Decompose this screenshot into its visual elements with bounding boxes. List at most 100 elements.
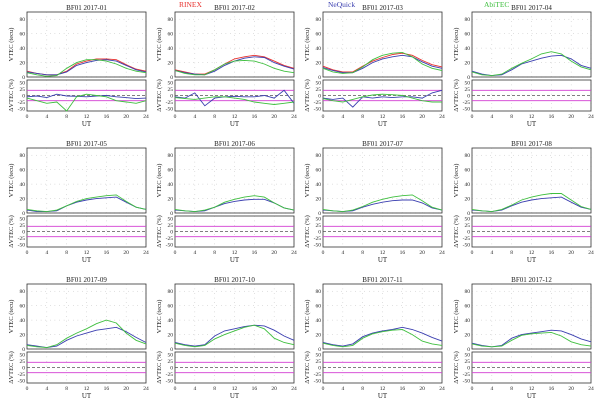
xtick-label: 16 (252, 250, 258, 256)
ytick-label: 40 (465, 318, 471, 324)
ytick-label: 0 (22, 347, 25, 353)
ytick-label: 50 (316, 353, 322, 359)
ytick-label: 60 (20, 304, 26, 310)
xtick-label: 16 (549, 114, 555, 120)
xtick-label: 0 (174, 114, 177, 120)
y-axis-label-top: VTEC (tecu) (453, 28, 460, 62)
ytick-label: 20 (316, 197, 322, 203)
xtick-label: 12 (84, 386, 90, 392)
y-axis-label-top: VTEC (tecu) (453, 164, 460, 198)
top-frame (26, 283, 147, 350)
y-axis-label-bottom: ΔVTEC (%) (304, 215, 311, 248)
ytick-label: -25 (314, 372, 322, 378)
ytick-label: 25 (465, 87, 471, 93)
legend-nequick: NeQuick (328, 0, 356, 9)
ytick-label: 20 (20, 197, 26, 203)
xtick-label: 8 (361, 250, 364, 256)
ytick-label: 40 (316, 182, 322, 188)
ytick-label: 50 (316, 217, 322, 223)
ytick-label: 0 (170, 75, 173, 81)
ytick-label: 0 (318, 75, 321, 81)
xtick-label: 16 (252, 114, 258, 120)
ytick-label: 0 (318, 347, 321, 353)
ytick-label: 80 (20, 17, 26, 23)
ytick-label: 0 (467, 94, 470, 100)
ytick-label: -50 (18, 378, 26, 384)
xtick-label: 0 (322, 114, 325, 120)
y-axis-label-top: VTEC (tecu) (156, 164, 163, 198)
ytick-label: 80 (168, 153, 174, 159)
x-axis-label: UT (378, 392, 388, 400)
x-axis-label: UT (527, 392, 537, 400)
xtick-label: 16 (549, 386, 555, 392)
top-frame (322, 283, 443, 350)
y-axis-label-top: VTEC (tecu) (304, 28, 311, 62)
panel-title: BF01 2017-08 (511, 140, 552, 148)
xtick-label: 20 (419, 114, 425, 120)
y-axis-label-bottom: ΔVTEC (%) (156, 351, 163, 384)
y-axis-label-top: VTEC (tecu) (156, 300, 163, 334)
ytick-label: 0 (467, 75, 470, 81)
ytick-label: 50 (465, 353, 471, 359)
xtick-label: 8 (213, 386, 216, 392)
xtick-label: 12 (232, 114, 238, 120)
xtick-label: 16 (400, 250, 406, 256)
xtick-label: 16 (104, 250, 110, 256)
ytick-label: 50 (20, 353, 26, 359)
series-abitec (322, 194, 443, 213)
ytick-label: -50 (314, 378, 322, 384)
panel-title: BF01 2017-12 (511, 276, 552, 284)
ytick-label: 25 (465, 223, 471, 229)
ytick-label: 40 (168, 46, 174, 52)
xtick-label: 16 (400, 114, 406, 120)
xtick-label: 8 (510, 386, 513, 392)
xtick-label: 20 (568, 386, 574, 392)
series-abitec (174, 195, 295, 213)
xtick-label: 12 (380, 250, 386, 256)
xtick-label: 8 (361, 386, 364, 392)
legend-abitec: AbiTEC (484, 0, 510, 9)
series-abitec (26, 319, 147, 349)
ytick-label: 40 (20, 182, 26, 188)
xtick-label: 12 (84, 250, 90, 256)
ytick-label: 80 (316, 17, 322, 23)
ytick-label: -25 (166, 372, 174, 378)
ytick-label: 20 (465, 333, 471, 339)
top-frame (471, 11, 592, 78)
ytick-label: 0 (467, 366, 470, 372)
ytick-label: -25 (314, 236, 322, 242)
ytick-label: -50 (18, 106, 26, 112)
xtick-label: 20 (271, 250, 277, 256)
panel-title: BF01 2017-04 (511, 4, 552, 12)
ytick-label: 20 (20, 61, 26, 67)
xtick-label: 24 (143, 250, 149, 256)
ytick-label: 80 (316, 153, 322, 159)
xtick-label: 0 (471, 114, 474, 120)
series-abitec (471, 331, 592, 348)
x-axis-label: UT (527, 256, 537, 264)
x-axis-label: UT (527, 120, 537, 128)
top-frame (26, 11, 147, 78)
ytick-label: 25 (316, 223, 322, 229)
top-frame (471, 283, 592, 350)
series-nequick (174, 198, 295, 213)
y-axis-label-bottom: ΔVTEC (%) (8, 79, 15, 112)
top-frame (26, 147, 147, 214)
ytick-label: 50 (316, 81, 322, 87)
xtick-label: 24 (291, 386, 297, 392)
ytick-label: 60 (168, 32, 174, 38)
xtick-label: 8 (65, 114, 68, 120)
xtick-label: 4 (341, 386, 344, 392)
ytick-label: 20 (20, 333, 26, 339)
xtick-label: 24 (291, 250, 297, 256)
ytick-label: -50 (18, 242, 26, 248)
xtick-label: 12 (232, 250, 238, 256)
ytick-label: -25 (314, 100, 322, 106)
